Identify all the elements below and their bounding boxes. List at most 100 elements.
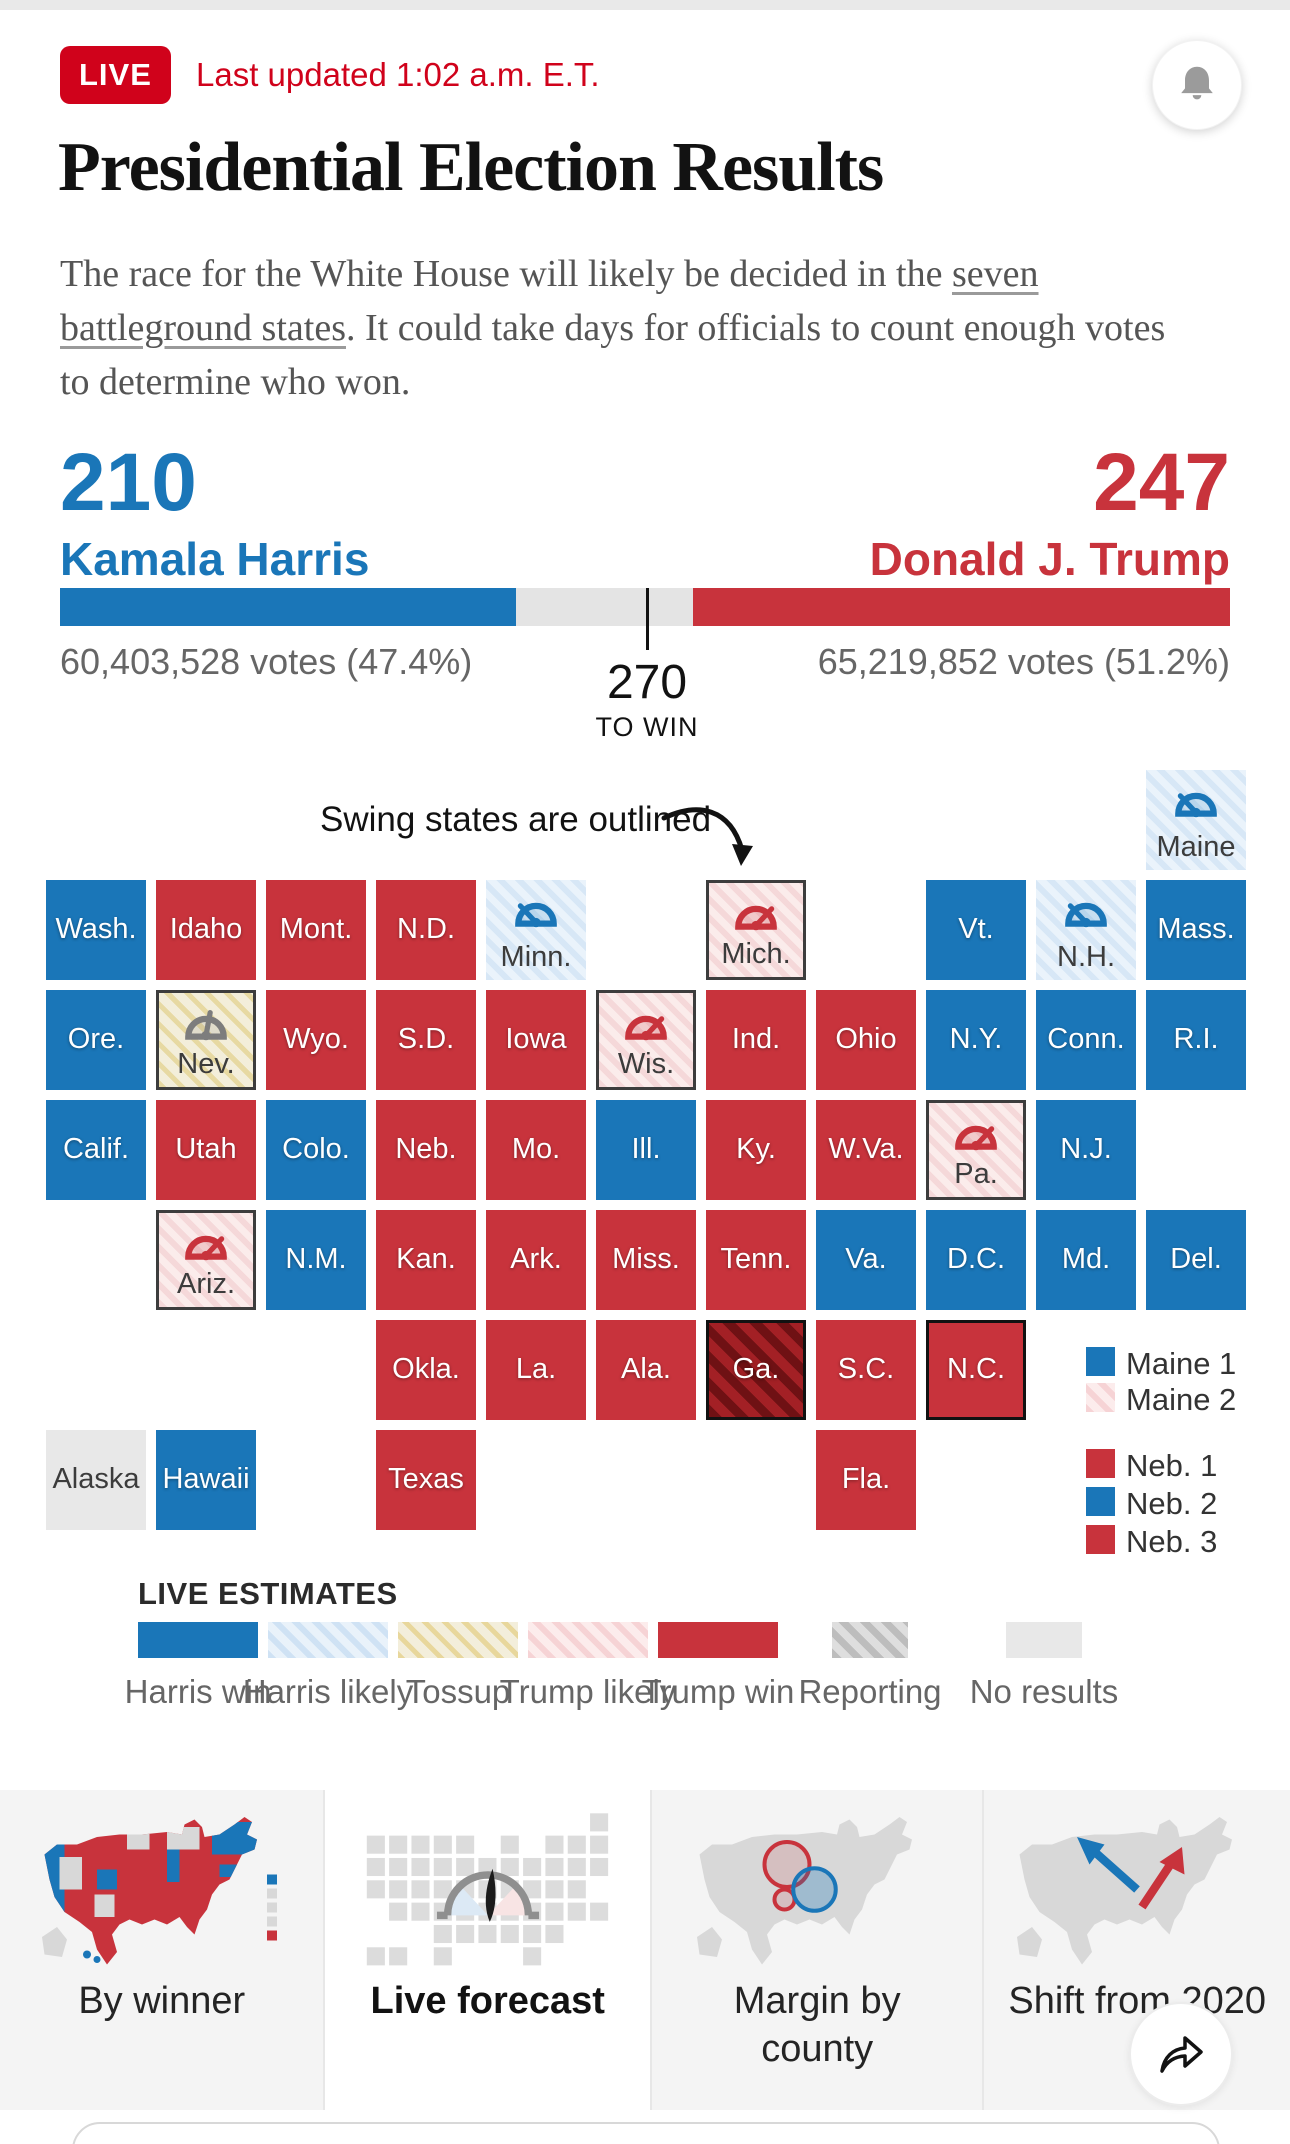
state-label: Ohio	[835, 1022, 897, 1055]
browser-edge-strip	[0, 0, 1290, 10]
state-cell-idaho[interactable]: Idaho	[156, 880, 256, 980]
state-cell-ariz[interactable]: Ariz.	[156, 1210, 256, 1310]
nav-tab-by-winner[interactable]: By winner	[0, 1790, 324, 2110]
state-label: Utah	[175, 1132, 237, 1165]
estimate-label: Reporting	[798, 1673, 942, 1710]
state-cell-nh[interactable]: N.H.	[1036, 880, 1136, 980]
harris-bar-segment	[60, 588, 517, 626]
state-cell-del[interactable]: Del.	[1146, 1210, 1246, 1310]
state-label: N.C.	[947, 1352, 1005, 1385]
state-cell-miss[interactable]: Miss.	[596, 1210, 696, 1310]
state-label: N.H.	[1057, 941, 1115, 973]
state-cell-texas[interactable]: Texas	[376, 1430, 476, 1530]
state-cell-nj[interactable]: N.J.	[1036, 1100, 1136, 1200]
estimate-swatch-trump	[658, 1622, 778, 1658]
state-cell-va[interactable]: Va.	[816, 1210, 916, 1310]
state-cell-hawaii[interactable]: Hawaii	[156, 1430, 256, 1530]
nav-label: Shift from 2020	[1008, 1980, 1267, 2022]
state-label: Alaska	[52, 1462, 140, 1495]
state-cell-ohio[interactable]: Ohio	[816, 990, 916, 1090]
state-cell-kan[interactable]: Kan.	[376, 1210, 476, 1310]
state-cell-minn[interactable]: Minn.	[486, 880, 586, 980]
red-gauge-icon	[735, 905, 777, 931]
bell-icon	[1181, 66, 1213, 100]
state-label: Maine	[1156, 831, 1236, 863]
state-cell-ky[interactable]: Ky.	[706, 1100, 806, 1200]
legend-swatch	[1086, 1525, 1115, 1554]
state-cell-conn[interactable]: Conn.	[1036, 990, 1136, 1090]
state-cell-mont[interactable]: Mont.	[266, 880, 366, 980]
state-cell-sc[interactable]: S.C.	[816, 1320, 916, 1420]
state-cell-wva[interactable]: W.Va.	[816, 1100, 916, 1200]
state-label: S.C.	[837, 1352, 895, 1385]
state-cell-nev[interactable]: Nev.	[156, 990, 256, 1090]
estimate-label: Trump win	[641, 1673, 795, 1710]
state-cell-vt[interactable]: Vt.	[926, 880, 1026, 980]
blue-gauge-icon	[1175, 792, 1217, 818]
state-cell-calif[interactable]: Calif.	[46, 1100, 146, 1200]
share-button[interactable]	[1129, 2002, 1233, 2106]
state-cell-alaska[interactable]: Alaska	[46, 1430, 146, 1530]
state-label: Ark.	[510, 1242, 562, 1275]
state-cell-ny[interactable]: N.Y.	[926, 990, 1026, 1090]
state-label: W.Va.	[828, 1132, 904, 1165]
state-cell-mich[interactable]: Mich.	[706, 880, 806, 980]
estimate-swatch-none	[1006, 1622, 1082, 1658]
page-title: Presidential Election Results	[58, 129, 884, 206]
state-cell-ala[interactable]: Ala.	[596, 1320, 696, 1420]
state-cell-wis[interactable]: Wis.	[596, 990, 696, 1090]
state-label: D.C.	[947, 1242, 1005, 1275]
next-section-card[interactable]	[72, 2122, 1220, 2144]
live-estimates-header: LIVE ESTIMATES	[138, 1576, 398, 1611]
state-cell-tenn[interactable]: Tenn.	[706, 1210, 806, 1310]
state-cell-neb[interactable]: Neb.	[376, 1100, 476, 1200]
share-arrow-icon	[1160, 2036, 1203, 2073]
state-label: Iowa	[505, 1022, 567, 1055]
state-cell-okla[interactable]: Okla.	[376, 1320, 476, 1420]
state-cell-maine[interactable]: Maine	[1146, 770, 1246, 870]
red-gauge-icon	[185, 1235, 227, 1261]
state-cell-nm[interactable]: N.M.	[266, 1210, 366, 1310]
state-cell-fla[interactable]: Fla.	[816, 1430, 916, 1530]
state-cell-ind[interactable]: Ind.	[706, 990, 806, 1090]
state-cell-nc[interactable]: N.C.	[926, 1320, 1026, 1420]
270-threshold-value: 270	[606, 656, 688, 709]
state-label: Kan.	[396, 1242, 456, 1275]
state-cell-wyo[interactable]: Wyo.	[266, 990, 366, 1090]
state-label: Ind.	[731, 1022, 781, 1055]
state-cell-md[interactable]: Md.	[1036, 1210, 1136, 1310]
state-cell-utah[interactable]: Utah	[156, 1100, 256, 1200]
state-cell-pa[interactable]: Pa.	[926, 1100, 1026, 1200]
state-cell-sd[interactable]: S.D.	[376, 990, 476, 1090]
state-cell-mass[interactable]: Mass.	[1146, 880, 1246, 980]
state-label: N.M.	[285, 1242, 347, 1275]
state-cell-ore[interactable]: Ore.	[46, 990, 146, 1090]
state-cell-ga[interactable]: Ga.	[706, 1320, 806, 1420]
state-cell-ark[interactable]: Ark.	[486, 1210, 586, 1310]
state-label: Mass.	[1157, 912, 1235, 945]
swing-states-annotation: Swing states are outlined	[320, 800, 712, 839]
state-cell-ill[interactable]: Ill.	[596, 1100, 696, 1200]
state-label: S.D.	[397, 1022, 455, 1055]
state-label: Ore.	[67, 1022, 125, 1055]
state-cell-ri[interactable]: R.I.	[1146, 990, 1246, 1090]
nav-tab-margin-by-county[interactable]: Margin by county	[649, 1790, 983, 2110]
state-cell-mo[interactable]: Mo.	[486, 1100, 586, 1200]
notifications-button[interactable]	[1152, 40, 1242, 130]
trump-vote-total: 65,219,852 votes (51.2%)	[817, 641, 1230, 682]
nav-label: Margin by county	[733, 1980, 901, 2070]
estimate-label: Tossup	[405, 1673, 511, 1710]
state-cell-dc[interactable]: D.C.	[926, 1210, 1026, 1310]
us-map-shift-icon	[1017, 1817, 1233, 1965]
battleground-states-link[interactable]: seven battleground states	[60, 253, 1039, 349]
nav-thumbnail	[1008, 1808, 1266, 1976]
state-cell-wash[interactable]: Wash.	[46, 880, 146, 980]
state-cell-la[interactable]: La.	[486, 1320, 586, 1420]
nav-tab-live-forecast[interactable]: Live forecast	[323, 1790, 650, 2110]
state-label: Ky.	[736, 1132, 776, 1165]
state-cell-iowa[interactable]: Iowa	[486, 990, 586, 1090]
state-cell-colo[interactable]: Colo.	[266, 1100, 366, 1200]
state-label: Wyo.	[283, 1022, 349, 1055]
state-cell-nd[interactable]: N.D.	[376, 880, 476, 980]
trump-electoral-count: 247	[1093, 437, 1230, 528]
